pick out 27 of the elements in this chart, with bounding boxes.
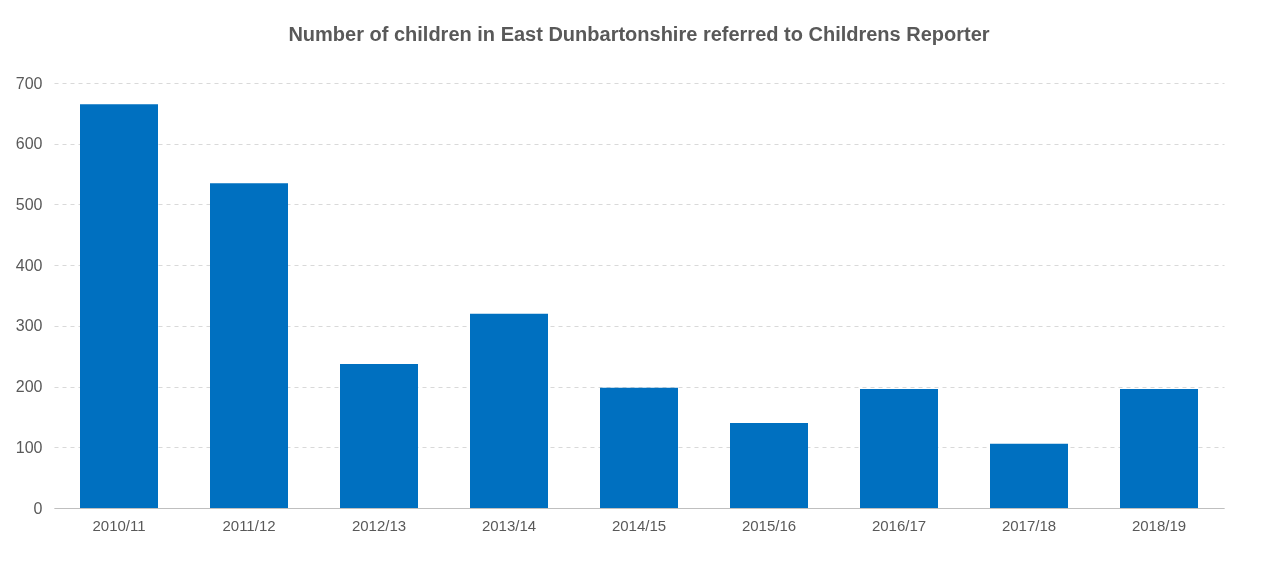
y-tick-label: 100: [15, 438, 43, 456]
x-tick-label: 2012/13: [351, 516, 407, 534]
x-tick-label: 2016/17: [871, 516, 927, 534]
bar: [80, 104, 158, 508]
x-tick-label: 2011/12: [222, 516, 276, 534]
chart-title: Number of children in East Dunbartonshire referred to Childrens Reporter: [288, 23, 990, 45]
bar: [600, 387, 678, 508]
y-tick-label: 500: [15, 195, 43, 213]
x-tick-label: 2014/15: [611, 516, 667, 534]
bar: [340, 364, 418, 508]
y-tick-label: 400: [15, 256, 43, 274]
bar: [990, 443, 1068, 508]
x-tick-label: 2013/14: [481, 516, 537, 534]
y-tick-label: 200: [15, 378, 43, 396]
bar: [1120, 389, 1198, 508]
y-tick-label: 0: [33, 499, 43, 517]
bar: [470, 313, 548, 508]
bar: [730, 423, 808, 508]
x-tick-label: 2015/16: [741, 516, 797, 534]
bar: [860, 389, 938, 508]
x-tick-label: 2010/11: [92, 516, 146, 534]
y-tick-label: 300: [15, 317, 43, 335]
bar: [210, 183, 288, 508]
y-tick-label: 600: [15, 135, 43, 153]
x-tick-label: 2018/19: [1131, 516, 1187, 534]
x-tick-label: 2017/18: [1001, 516, 1057, 534]
y-tick-label: 700: [15, 74, 43, 92]
